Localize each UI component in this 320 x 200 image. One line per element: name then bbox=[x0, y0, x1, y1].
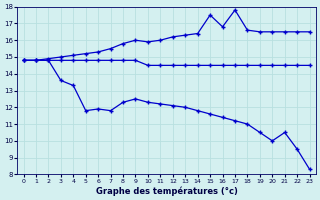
X-axis label: Graphe des températures (°c): Graphe des températures (°c) bbox=[96, 186, 237, 196]
